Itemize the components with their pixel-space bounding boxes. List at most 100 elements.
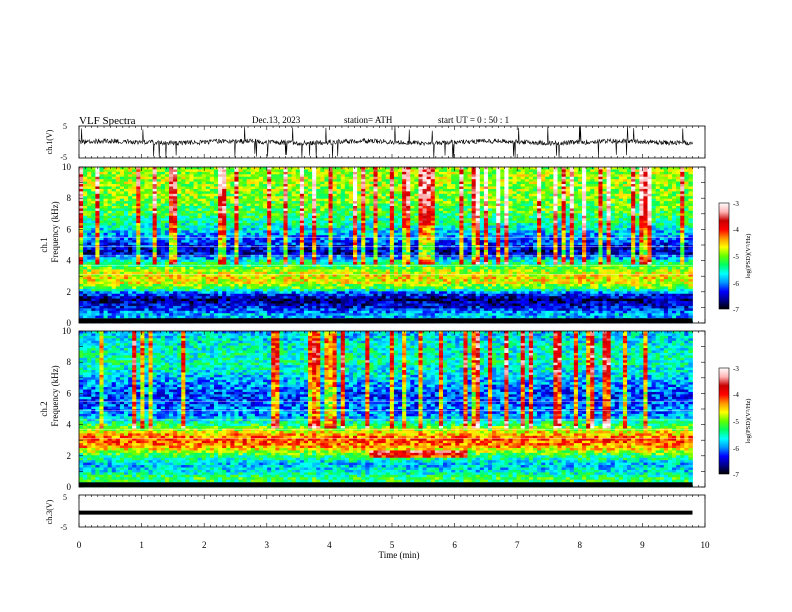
spectrogram-cell [156,232,162,236]
spectrogram-cell [573,198,579,202]
spectrogram-cell [303,176,309,180]
spectrogram-cell [87,223,92,226]
spectrogram-cell [639,193,644,197]
spectrogram-cell [291,232,297,236]
spectrogram-cell [148,230,154,234]
spectrogram-cell [496,193,501,197]
spectrogram-cell [144,232,149,236]
spectrogram-cell [295,240,301,243]
spectrogram-cell [500,169,505,173]
spectrogram-cell [553,191,558,195]
spectrogram-cell [532,174,538,178]
spectrogram-cell [213,210,219,214]
spectrogram-cell [618,218,624,222]
spectrogram-cell [218,181,223,185]
spectrogram-cell [479,213,485,217]
spectrogram-cell [569,171,575,175]
spectrogram-cell [316,227,321,231]
spectrogram-cell [398,232,403,236]
spectrogram-cell [377,169,383,173]
spectrogram-cell [189,181,194,185]
spectrogram-cell [308,210,313,214]
spectrogram-cell [475,230,481,234]
spectrogram-cell [631,196,636,200]
spectrogram-cell [226,184,231,187]
spectrogram-cell [573,232,579,236]
spectrogram-cell [381,181,387,185]
spectrogram-cell [91,193,96,197]
spectrogram-cell [643,232,648,236]
spectrogram-cell [541,242,546,246]
spectrogram-cell [164,232,170,236]
spectrogram-cell [463,220,468,224]
spectrogram-cell [148,225,154,229]
spectrogram-cell [348,235,354,239]
spectrogram-cell [201,242,207,246]
spectrogram-cell [250,188,256,192]
spectrogram-cell [348,208,354,212]
spectrogram-cell [667,188,673,192]
spectrogram-cell [91,237,96,241]
spectrogram-cell [627,225,632,229]
spectrogram-cell [438,176,444,180]
spectrogram-cell [340,174,346,178]
spectrogram-cell [487,213,493,217]
spectrogram-cell [402,242,407,246]
spectrogram-cell [414,220,419,224]
spectrogram-cell [381,171,387,175]
spectrogram-cell [87,181,92,185]
spectrogram-cell [586,240,591,243]
spectrogram-cell [103,174,109,178]
spectrogram-cell [406,235,411,239]
spectrogram-cell [115,206,121,209]
spectrogram-cell [487,223,493,226]
spectrogram-cell [381,220,387,224]
spectrogram-cell [618,186,624,190]
spectrogram-cell [479,208,485,212]
spectrogram-cell [680,215,685,219]
spectrogram-cell [684,184,689,187]
spectrogram-cell [238,206,243,209]
spectrogram-cell [312,167,317,170]
spectrogram-cell [205,169,211,173]
spectrogram-cell [418,235,423,239]
spectrogram-cell [181,184,186,187]
spectrogram-cell [479,201,485,204]
spectrogram-cell [119,181,125,185]
spectrogram-cell [152,167,158,170]
spectrogram-cell [389,186,395,190]
spectrogram-cell [287,186,293,190]
spectrogram-cell [136,188,141,192]
spectrogram-cell [438,215,444,219]
spectrogram-cell [275,220,280,224]
spectrogram-cell [320,203,325,207]
spectrogram-cell [140,218,145,222]
spectrogram-cell [651,181,657,185]
spectrogram-cell [680,230,685,234]
spectrogram-cell [643,225,648,229]
spectrogram-cell [160,201,166,204]
spectrogram-cell [426,181,432,185]
spectrogram-cell [586,230,591,234]
spectrogram-cell [287,210,293,214]
spectrogram-cell [213,223,219,226]
spectrogram-cell [537,191,542,195]
spectrogram-cell [492,215,497,219]
spectrogram-cell [344,196,350,200]
spectrogram-cell [140,167,145,170]
spectrogram-cell [201,240,207,243]
spectrogram-cell [385,227,391,231]
spectrogram-cell [655,169,661,173]
spectrogram-cell [635,232,640,236]
spectrogram-cell [369,193,374,197]
spectrogram-cell [164,176,170,180]
spectrogram-cell [614,176,620,180]
spectrogram-cell [655,218,661,222]
spectrogram-cell [643,240,648,243]
spectrogram-cell [156,235,162,239]
spectrogram-cell [500,213,505,217]
spectrogram-cell [483,230,489,234]
spectrogram-cell [582,167,587,170]
spectrogram-cell [467,188,473,192]
spectrogram-cell [545,208,550,212]
